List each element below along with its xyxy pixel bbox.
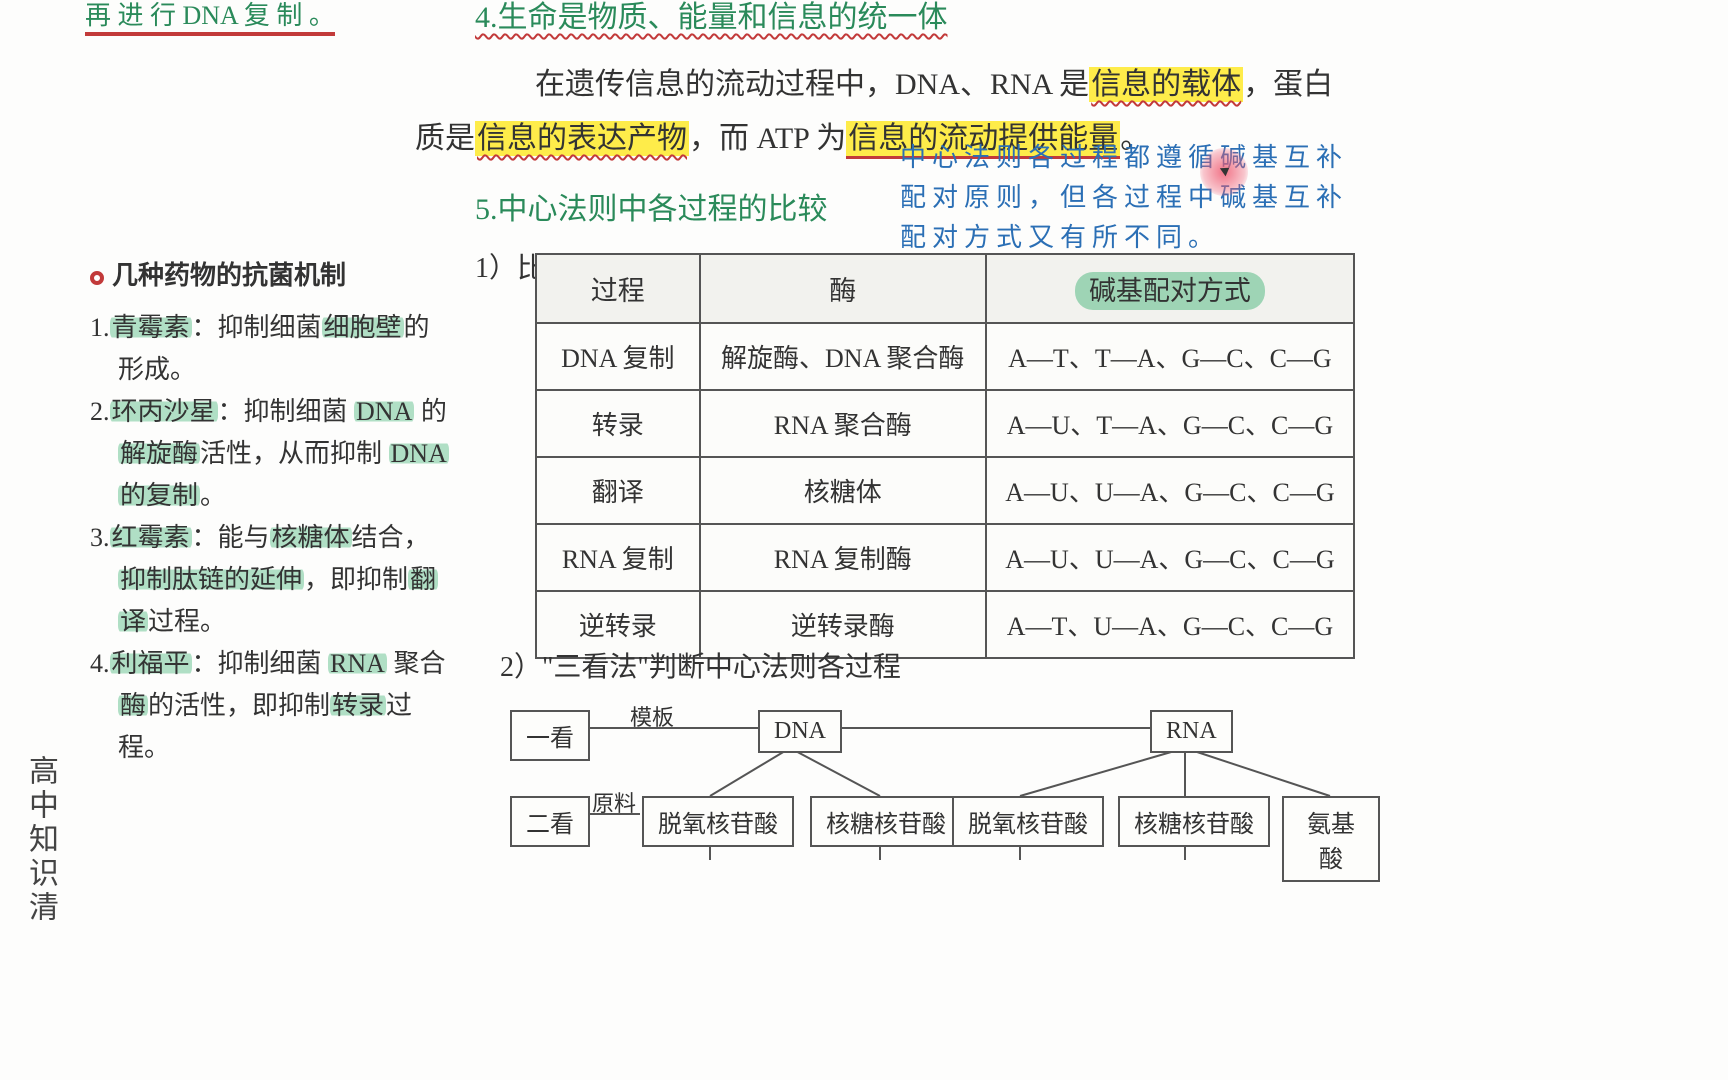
left-heading: 几种药物的抗菌机制: [90, 255, 460, 292]
table-cell: 翻译: [536, 457, 700, 524]
p4-d: ，而 ATP 为: [689, 122, 846, 155]
header-highlight: 碱基配对方式: [1075, 272, 1265, 310]
flow-r2-1: 核糖核苷酸: [810, 796, 962, 847]
table-row: 转录RNA 聚合酶A—U、T—A、G—C、C—G: [536, 390, 1354, 457]
flow-look1-label: 模板: [630, 700, 674, 732]
table-cell: RNA 聚合酶: [700, 390, 986, 457]
left-item: 2.环丙沙星：抑制细菌 DNA 的解旋酶活性，从而抑制 DNA的复制。: [90, 391, 460, 517]
table-row: DNA 复制解旋酶、DNA 聚合酶A—T、T—A、G—C、C—G: [536, 323, 1354, 390]
flow-rna: RNA: [1150, 710, 1233, 753]
p4-b: ，蛋白: [1243, 68, 1333, 101]
spine-text: 高中知识清: [18, 755, 62, 925]
left-column: 几种药物的抗菌机制 1.青霉素：抑制细菌细胞壁的形成。2.环丙沙星：抑制细菌 D…: [90, 255, 460, 769]
section-4-title: 4.生命是物质、能量和信息的统一体: [475, 0, 948, 36]
table-cell: DNA 复制: [536, 323, 700, 390]
flow-r2-4: 氨基酸: [1282, 796, 1380, 882]
page-root: 再 进 行 DNA 复 制 。 几种药物的抗菌机制 1.青霉素：抑制细菌细胞壁的…: [0, 0, 1728, 1080]
left-item: 4.利福平：抑制细菌 RNA 聚合酶的活性，即抑制转录过程。: [90, 643, 460, 769]
blue-annotation: 中心法则各过程都遵循碱基互补配对原则，但各过程中碱基互补配对方式又有所不同。: [900, 138, 1360, 258]
p4-hl1: 信息的载体: [1089, 67, 1243, 102]
table-header-row: 过程酶 碱基配对方式: [536, 254, 1354, 323]
table-cell: A—U、U—A、G—C、C—G: [986, 524, 1354, 591]
flow-dna: DNA: [758, 710, 842, 753]
left-items-list: 1.青霉素：抑制细菌细胞壁的形成。2.环丙沙星：抑制细菌 DNA 的解旋酶活性，…: [90, 307, 460, 769]
subsection-2-title: 2）"三看法"判断中心法则各过程: [500, 645, 901, 685]
table-cell: A—T、T—A、G—C、C—G: [986, 323, 1354, 390]
bullet-icon: [90, 271, 104, 285]
flow-look2-label: 原料: [592, 786, 636, 818]
table-cell: RNA 复制: [536, 524, 700, 591]
table-header-cell: 酶: [700, 254, 986, 323]
table-cell: 转录: [536, 390, 700, 457]
table-body: DNA 复制解旋酶、DNA 聚合酶A—T、T—A、G—C、C—G转录RNA 聚合…: [536, 323, 1354, 658]
top-left-fragment: 再 进 行 DNA 复 制 。: [85, 0, 335, 36]
table-row: 翻译核糖体A—U、U—A、G—C、C—G: [536, 457, 1354, 524]
flow-look1: 一看: [510, 710, 590, 761]
flow-r2-3: 核糖核苷酸: [1118, 796, 1270, 847]
left-item: 3.红霉素：能与核糖体结合，抑制肽链的延伸，即抑制翻译过程。: [90, 517, 460, 643]
table-cell: A—U、U—A、G—C、C—G: [986, 457, 1354, 524]
p4-a: 在遗传信息的流动过程中，DNA、RNA 是: [535, 68, 1089, 101]
flow-r2-0: 脱氧核苷酸: [642, 796, 794, 847]
comparison-table-wrap: 过程酶 碱基配对方式 DNA 复制解旋酶、DNA 聚合酶A—T、T—A、G—C、C…: [535, 253, 1355, 659]
left-item: 1.青霉素：抑制细菌细胞壁的形成。: [90, 307, 460, 391]
table-cell: 解旋酶、DNA 聚合酶: [700, 323, 986, 390]
table-cell: A—T、U—A、G—C、C—G: [986, 591, 1354, 658]
table-header-cell: 过程: [536, 254, 700, 323]
p4-hl2: 信息的表达产物: [475, 121, 689, 156]
section-4-title-text: 4.生命是物质、能量和信息的统一体: [475, 1, 948, 34]
p4-c: 质是: [415, 122, 475, 155]
table-cell: RNA 复制酶: [700, 524, 986, 591]
table-cell: 核糖体: [700, 457, 986, 524]
table-header-cell: 碱基配对方式: [986, 254, 1354, 323]
flow-r2-2: 脱氧核苷酸: [952, 796, 1104, 847]
table-row: RNA 复制RNA 复制酶A—U、U—A、G—C、C—G: [536, 524, 1354, 591]
left-heading-text: 几种药物的抗菌机制: [112, 261, 346, 290]
table-cell: A—U、T—A、G—C、C—G: [986, 390, 1354, 457]
comparison-table: 过程酶 碱基配对方式 DNA 复制解旋酶、DNA 聚合酶A—T、T—A、G—C、C…: [535, 253, 1355, 659]
flow-look2: 二看: [510, 796, 590, 847]
flowchart: 一看 模板 DNA RNA 二看 原料 脱氧核苷酸 核糖核苷酸 脱氧核苷酸 核糖…: [500, 700, 1380, 900]
